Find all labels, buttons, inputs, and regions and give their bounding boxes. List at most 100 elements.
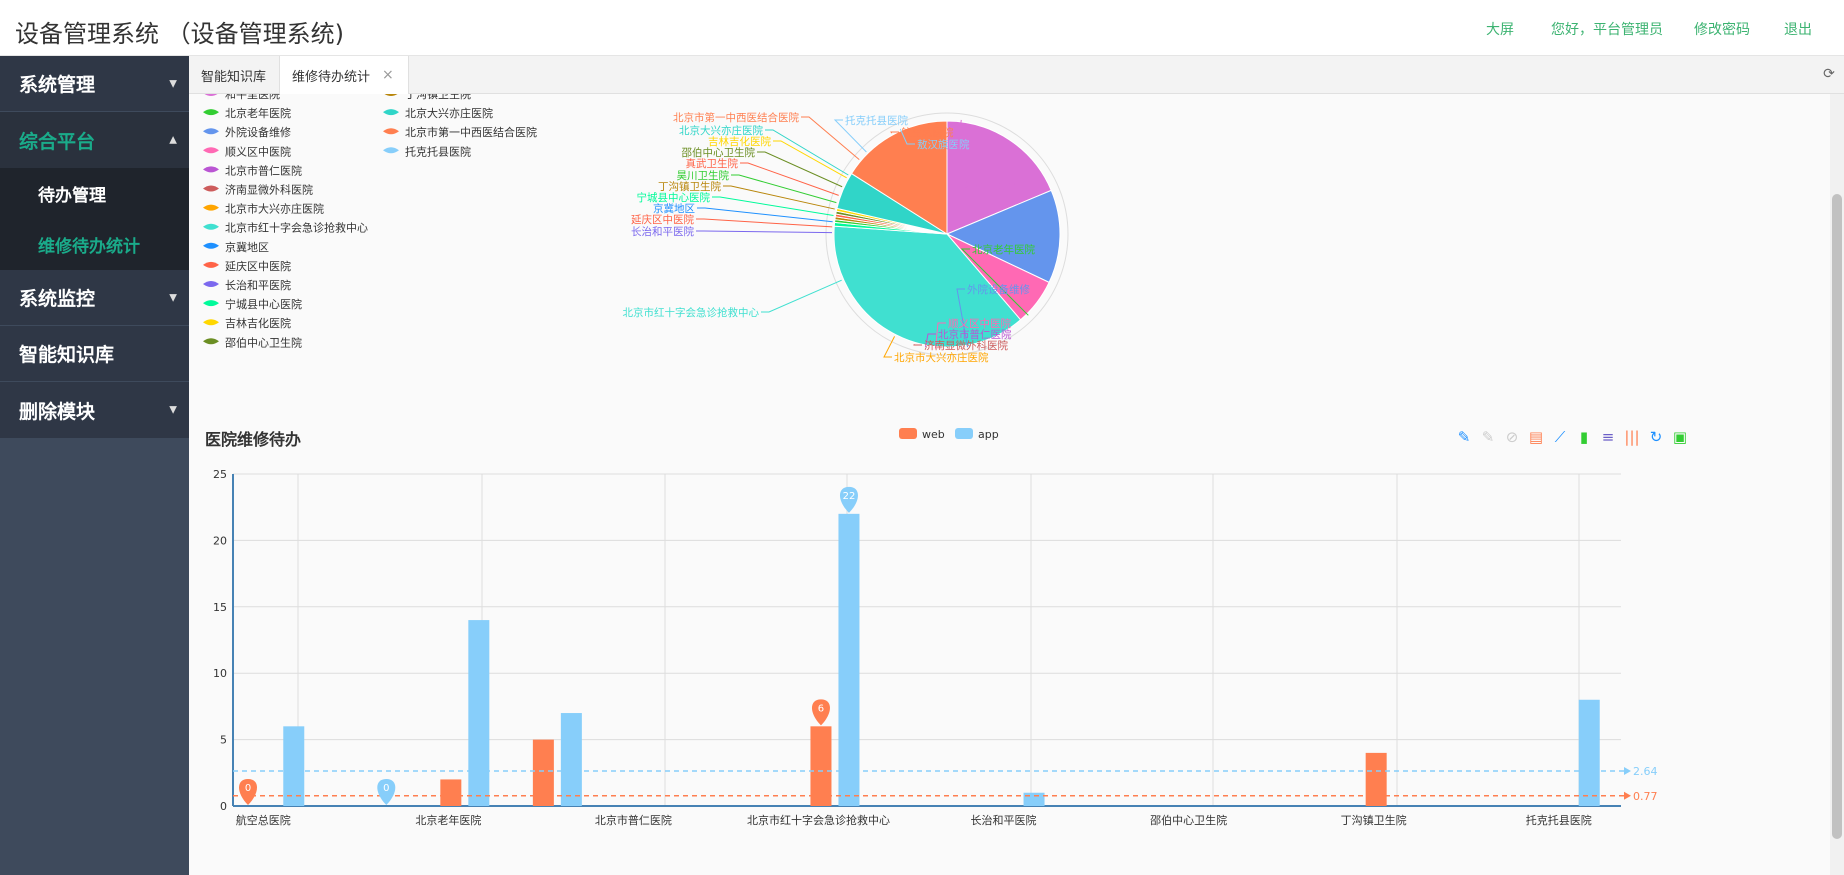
sidebar-item-label: 删除模块 (19, 400, 96, 423)
pie-legend-item[interactable]: 京冀地区 (225, 240, 269, 254)
bar[interactable] (810, 726, 832, 806)
tab-knowledge-base[interactable]: 智能知识库 (189, 56, 279, 94)
pie-legend-item[interactable]: 延庆区中医院 (225, 259, 291, 273)
pie-slice-label: 北京市红十字会急诊抢救中心 (623, 306, 760, 319)
pie-label-leader (952, 119, 962, 187)
legend-swatch (899, 428, 917, 439)
restore-icon[interactable]: ↻ (1649, 428, 1663, 446)
legend-swatch (204, 94, 218, 96)
pie-legend-item[interactable]: 北京老年医院 (225, 106, 291, 120)
big-screen-link[interactable]: 大屏 (1486, 22, 1514, 38)
data-view-icon[interactable]: ▤ (1528, 428, 1544, 446)
vertical-scrollbar[interactable] (1830, 94, 1844, 875)
pie-slice-label: 外院设备维修 (967, 283, 1030, 296)
pie-slice[interactable] (946, 120, 1052, 235)
bar-chart-icon[interactable]: ▮ (1579, 428, 1589, 446)
bar[interactable] (560, 713, 582, 806)
pie-legend-item[interactable]: 北京市大兴亦庄医院 (225, 202, 324, 216)
pie-legend-item[interactable]: 长治和平医院 (225, 278, 291, 292)
bar-legend-item[interactable]: app (978, 428, 999, 441)
tiled-icon[interactable]: ||| (1624, 428, 1640, 446)
x-tick-label: 航空总医院 (236, 813, 291, 827)
legend-swatch (203, 147, 219, 154)
marker-label: 22 (843, 491, 856, 502)
refresh-icon[interactable]: ⟳ (1823, 66, 1835, 82)
pie-slice-label: 宁城县中心医院 (637, 191, 711, 204)
pie-label-leader (801, 116, 860, 161)
pie-slice[interactable] (945, 189, 1061, 284)
y-tick-label: 0 (220, 800, 227, 813)
line-chart-icon[interactable]: ⟋ (1554, 428, 1566, 446)
pie-label-leader (712, 196, 834, 216)
pie-legend-item[interactable]: 顺义区中医院 (225, 144, 291, 158)
pie-legend-item[interactable]: 北京市红十字会急诊抢救中心 (225, 221, 368, 235)
mark-clear-icon[interactable]: ⊘ (1505, 428, 1519, 446)
bar[interactable] (440, 779, 462, 806)
stack-icon[interactable]: ≡ (1601, 428, 1615, 446)
pie-slice-label: 托克托县医院 (845, 114, 908, 127)
pie-legend-item[interactable]: 宁城县中心医院 (225, 297, 302, 311)
sidebar-item-system-management[interactable]: 系统管理 ▼ (0, 56, 189, 111)
pie-label-leader (890, 131, 899, 134)
bar[interactable] (838, 513, 860, 806)
bar-legend-item[interactable]: web (922, 428, 945, 441)
pie-chart: 和平里医院北京老年医院外院设备维修顺义区中医院北京市普仁医院济南显微外科医院北京… (203, 94, 1069, 364)
pie-slice-label: 北京市大兴亦庄医院 (894, 351, 989, 364)
bar[interactable] (1578, 699, 1600, 806)
pie-label-leader (833, 119, 867, 153)
pie-legend-item[interactable]: 北京市第一中西医结合医院 (405, 125, 537, 139)
pie-slice[interactable] (833, 225, 1022, 348)
pie-slice[interactable] (850, 120, 948, 235)
legend-swatch (383, 109, 399, 116)
sidebar-item-label: 系统管理 (19, 74, 96, 96)
pie-legend-item[interactable]: 吉林吉化医院 (225, 316, 291, 330)
pie-legend-item[interactable]: 和平里医院 (225, 94, 280, 101)
user-greeting-link[interactable]: 您好，平台管理员 (1551, 22, 1663, 38)
mark-undo-icon[interactable]: ✎ (1481, 428, 1495, 446)
marker-label: 6 (818, 703, 824, 714)
pie-legend-item[interactable]: 北京市普仁医院 (225, 163, 302, 177)
pie-legend-item[interactable]: 邵伯中心卫生院 (225, 335, 302, 349)
mark-icon[interactable]: ✎ (1457, 428, 1471, 446)
sidebar-item-integrated-platform[interactable]: 综合平台 ▲ (0, 112, 189, 168)
pie-legend-item[interactable]: 北京大兴亦庄医院 (405, 106, 493, 120)
sidebar-subitem-label: 待办管理 (38, 185, 106, 206)
chevron-up-icon: ▲ (169, 134, 177, 146)
pie-slice-label: 航空总医院 (901, 126, 954, 139)
average-label: 0.77 (1633, 790, 1658, 803)
change-password-link[interactable]: 修改密码 (1694, 22, 1750, 38)
y-tick-label: 10 (213, 667, 227, 680)
legend-swatch (203, 109, 219, 116)
app-header: 设备管理系统 （设备管理系统) 大屏 您好，平台管理员 修改密码 退出 (0, 0, 1844, 56)
sidebar-item-knowledge-base[interactable]: 智能知识库 (0, 326, 189, 381)
sidebar-subitem-todo[interactable]: 待办管理 (0, 168, 189, 218)
close-icon[interactable]: × (382, 67, 394, 83)
sidebar-subitem-repair-stats[interactable]: 维修待办统计 (0, 218, 189, 270)
pie-legend-item[interactable]: 济南显微外科医院 (225, 183, 313, 197)
sidebar-item-label: 综合平台 (19, 130, 96, 153)
pie-slice-label: 邵伯中心卫生院 (682, 146, 756, 159)
bar[interactable] (283, 726, 305, 806)
bar[interactable] (1023, 792, 1045, 806)
sidebar-item-delete-module[interactable]: 删除模块 ▼ (0, 382, 189, 438)
save-image-icon[interactable]: ▣ (1672, 428, 1688, 446)
bar[interactable] (532, 739, 554, 806)
pie-label-leader (696, 218, 833, 228)
sidebar-item-system-monitor[interactable]: 系统监控 ▼ (0, 270, 189, 325)
tab-repair-stats[interactable]: 维修待办统计 × (279, 56, 409, 94)
pie-slice-label: 敖汉旗医院 (917, 138, 970, 151)
pie-slice-label: 真武卫生院 (686, 157, 739, 170)
pie-slice-label: 北京市普仁医院 (938, 328, 1012, 341)
chevron-down-icon: ▼ (169, 78, 177, 89)
pie-legend-item[interactable]: 丁沟镇卫生院 (405, 94, 471, 101)
bar[interactable] (1365, 752, 1387, 806)
bar[interactable] (468, 620, 490, 806)
scroll-thumb[interactable] (1832, 194, 1842, 839)
sidebar-item-label: 系统监控 (19, 288, 96, 310)
legend-swatch (203, 242, 219, 249)
pie-legend-item[interactable]: 托克托县医院 (405, 144, 471, 158)
pie-slice-label: 延庆区中医院 (631, 213, 694, 226)
pie-legend-item[interactable]: 外院设备维修 (225, 125, 291, 139)
legend-swatch (203, 204, 219, 211)
logout-link[interactable]: 退出 (1784, 22, 1812, 38)
